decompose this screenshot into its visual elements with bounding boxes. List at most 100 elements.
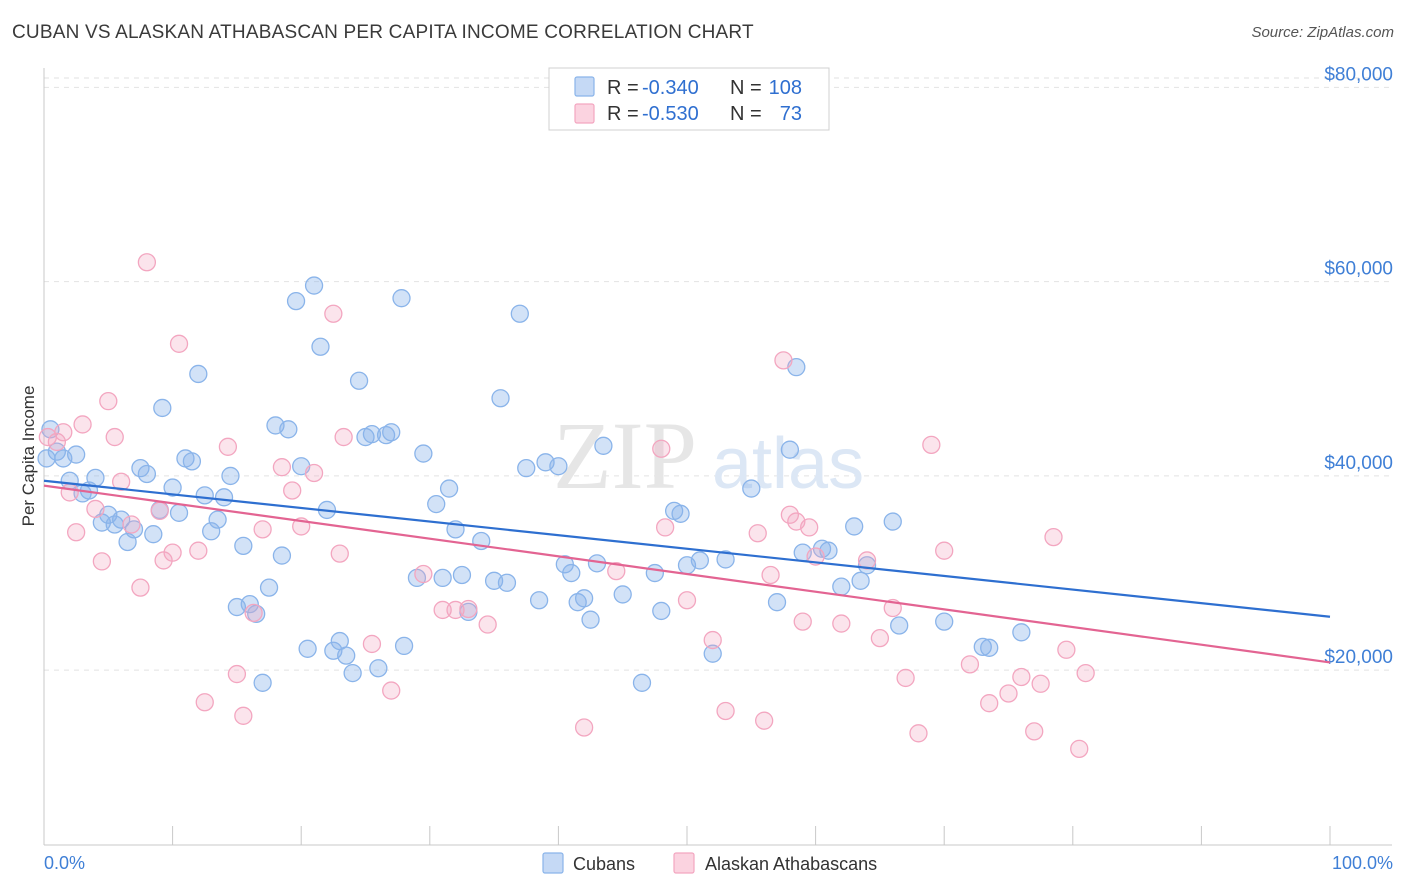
- cubans-point: [153, 398, 172, 418]
- cubans-point: [935, 612, 954, 631]
- legend-r-label-1: R =: [607, 77, 639, 99]
- athabascans-point: [234, 706, 253, 725]
- cubans-point: [311, 337, 330, 356]
- correlation-legend: R = -0.340 N = 108 R = -0.530 N = 73: [548, 67, 830, 131]
- cubans-point: [857, 556, 877, 575]
- y-tick-label: $20,000: [1324, 647, 1393, 668]
- cubans-point: [343, 663, 362, 683]
- legend-r-value-2: -0.530: [642, 103, 699, 125]
- athabascans-point: [382, 681, 401, 700]
- athabascans-point: [218, 437, 238, 456]
- athabascans-point: [362, 634, 382, 654]
- cubans-point: [549, 457, 568, 476]
- cubans-point: [832, 577, 851, 596]
- bottom-legend-swatch-athabascans: [673, 852, 695, 874]
- legend-n-value-1: 108: [769, 77, 802, 99]
- athabascans-point: [414, 564, 433, 584]
- athabascans-point: [857, 551, 877, 570]
- cubans-point: [47, 442, 67, 461]
- athabascans-point: [1031, 674, 1050, 693]
- grid-lines: [44, 77, 1392, 671]
- athabascans-point: [47, 432, 67, 452]
- athabascans-point: [60, 483, 79, 502]
- athabascans-point: [122, 515, 141, 534]
- cubans-point: [690, 551, 710, 570]
- legend-r-label-2: R =: [607, 103, 639, 125]
- cubans-point: [376, 425, 396, 445]
- athabascans-point: [1012, 667, 1031, 687]
- cubans-point: [221, 466, 240, 486]
- cubans-point: [890, 616, 909, 635]
- cubans-point: [298, 639, 317, 658]
- athabascans-trend-line: [43, 484, 1331, 664]
- athabascans-point: [703, 630, 722, 650]
- athabascans-point: [774, 351, 793, 370]
- cubans-point: [645, 563, 664, 583]
- athabascans-point: [922, 435, 941, 454]
- cubans-point: [845, 517, 864, 536]
- cubans-point: [279, 420, 298, 439]
- cubans-point: [433, 568, 452, 588]
- athabascans-point: [163, 543, 182, 562]
- y-tick-label: $80,000: [1324, 64, 1393, 85]
- x-axis-ticks: [43, 826, 1331, 845]
- athabascans-point: [137, 253, 157, 272]
- athabascans-point: [189, 541, 208, 560]
- bottom-legend-swatch-cubans: [542, 852, 564, 874]
- athabascans-point: [244, 603, 263, 623]
- x-tick-label-max: 100.0%: [1332, 853, 1393, 873]
- athabascans-point: [73, 415, 92, 434]
- y-tick-label: $40,000: [1324, 453, 1393, 474]
- athabascans-point: [935, 541, 954, 560]
- cubans-point: [452, 565, 472, 585]
- athabascans-point: [999, 684, 1018, 703]
- cubans-point: [1012, 623, 1031, 642]
- athabascans-point: [1057, 640, 1076, 659]
- athabascans-point: [1070, 739, 1089, 758]
- cubans-point: [703, 644, 722, 663]
- athabascans-point: [112, 472, 131, 491]
- athabascans-point: [761, 565, 780, 585]
- chart-title: CUBAN VS ALASKAN ATHABASCAN PER CAPITA I…: [12, 22, 754, 43]
- y-tick-label: $60,000: [1324, 259, 1393, 280]
- cubans-point: [742, 479, 761, 498]
- athabascans-point: [105, 427, 124, 447]
- cubans-point: [124, 520, 144, 539]
- athabascans-point: [652, 439, 671, 458]
- cubans-point: [163, 478, 182, 497]
- cubans-point: [851, 571, 870, 590]
- athabascans-point: [334, 427, 353, 447]
- cubans-point: [234, 536, 253, 556]
- cubans-point: [497, 573, 517, 592]
- cubans-point: [214, 488, 234, 507]
- cubans-point: [169, 503, 189, 522]
- cubans-point: [86, 468, 105, 488]
- cubans-point: [253, 673, 272, 692]
- cubans-point: [594, 436, 613, 455]
- cubans-point: [517, 459, 536, 478]
- cubans-point: [208, 510, 227, 529]
- athabascans-point: [780, 505, 800, 524]
- cubans-point: [652, 601, 671, 621]
- cubans-point: [613, 585, 632, 604]
- athabascans-point: [433, 600, 452, 620]
- y-axis-labels: $20,000 $40,000 $60,000 $80,000: [1324, 64, 1393, 668]
- cubans-point: [980, 638, 999, 657]
- athabascans-point: [131, 578, 150, 597]
- cubans-point: [439, 479, 459, 498]
- cubans-point: [414, 444, 433, 463]
- watermark-zip: ZIP: [553, 402, 697, 509]
- cubans-point: [67, 445, 86, 464]
- legend-n-label-2: N =: [730, 103, 762, 125]
- cubans-point: [202, 522, 221, 541]
- bottom-legend-athabascans: Alaskan Athabascans: [705, 854, 877, 874]
- cubans-point: [574, 589, 594, 608]
- cubans-point: [716, 550, 735, 569]
- athabascans-point: [330, 544, 349, 563]
- cubans-point: [671, 504, 690, 523]
- athabascans-point: [92, 552, 112, 571]
- athabascans-point: [67, 523, 86, 542]
- athabascans-point: [980, 694, 999, 713]
- athabascans-point: [1076, 663, 1095, 683]
- athabascans-point: [960, 655, 980, 674]
